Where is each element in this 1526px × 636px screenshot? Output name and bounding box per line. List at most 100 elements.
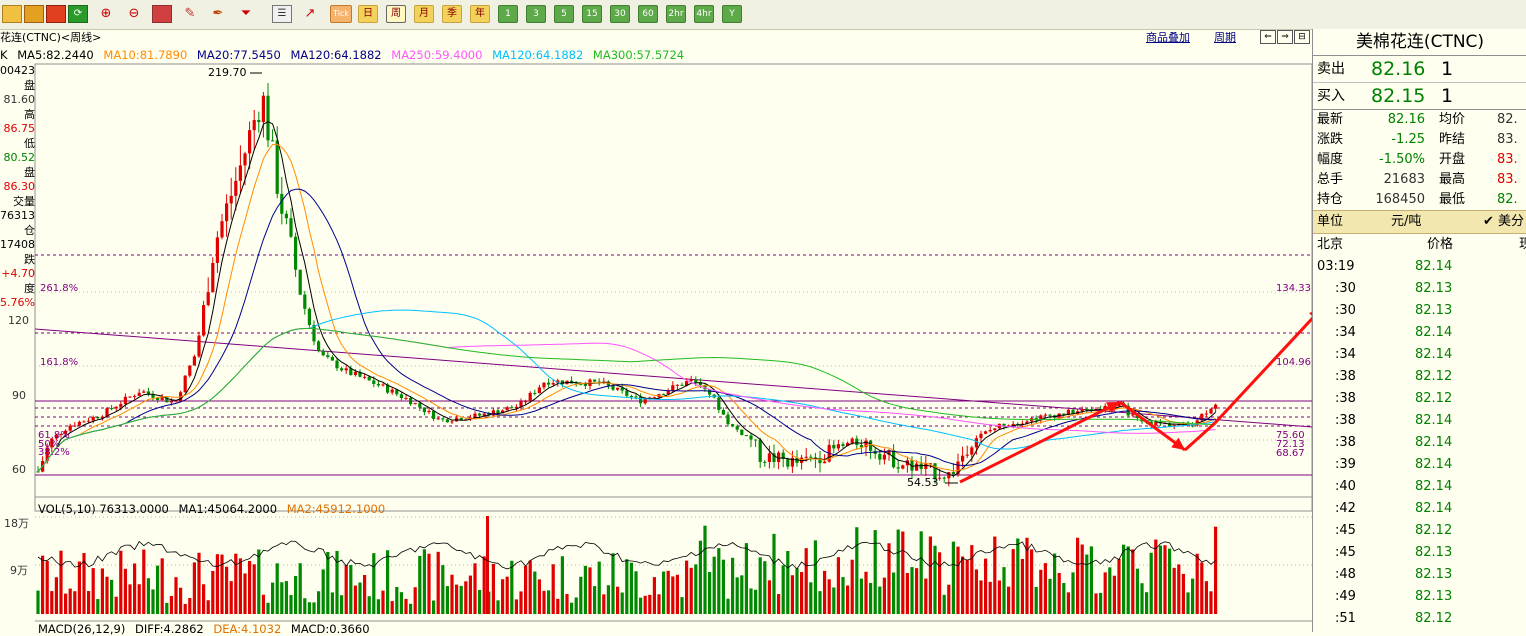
day-button[interactable]: 日 [358, 5, 378, 23]
candle-body [128, 396, 132, 398]
month-button[interactable]: 月 [414, 5, 434, 23]
refresh-icon[interactable]: ⟳ [68, 5, 88, 23]
line-chart-icon[interactable]: ↗ [304, 6, 316, 21]
pen-icon[interactable]: ✎ [184, 6, 196, 21]
week-button[interactable]: 周 [386, 5, 406, 23]
zoom-in-icon[interactable]: ⊕ [100, 6, 112, 21]
candle-body [142, 391, 146, 393]
candle-body [974, 438, 978, 448]
volume-bar [1094, 593, 1098, 614]
candle-body [386, 384, 390, 393]
candle-body [933, 463, 937, 479]
filter-icon[interactable]: ⏷ [240, 6, 252, 21]
volume-bar [1149, 552, 1153, 614]
candle-body [307, 308, 311, 326]
volume-bar [827, 579, 831, 614]
tick-list[interactable]: 03:19 82.14:30 82.13:30 82.13:34 82.14:34 82.… [1313, 256, 1526, 630]
period-3-button[interactable]: 3 [526, 5, 546, 23]
volume-bar [882, 577, 886, 614]
volume-bar [340, 595, 344, 614]
tick-price: 82.14 [1415, 325, 1453, 340]
quote-stats: 最新 82.16 均价 82. 涨跌 -1.25 昨结 83. 幅度 -1.50% 开盘 83. 总手 2… [1313, 110, 1526, 210]
volume-bar [818, 591, 822, 614]
volume-bar [671, 576, 675, 614]
arrow-head [1106, 402, 1120, 414]
layout-icon[interactable]: ⊟ [1294, 30, 1310, 44]
volume-bar [321, 569, 325, 614]
period-60-button[interactable]: 60 [638, 5, 658, 23]
period-15-button[interactable]: 15 [582, 5, 602, 23]
candle-body [459, 418, 463, 421]
quote-value: 82.16 [1387, 112, 1425, 127]
kline-chart[interactable] [0, 29, 1312, 632]
candle-body [1043, 414, 1047, 416]
ma250-label: MA250:59.4000 [391, 48, 483, 62]
period-5-button[interactable]: 5 [554, 5, 574, 23]
fib-618-label: 61.8% [38, 430, 70, 441]
tick-time: :45 [1335, 523, 1356, 538]
zoom-out-icon[interactable]: ⊖ [128, 6, 140, 21]
candle-body [947, 472, 951, 479]
volume-bar [427, 553, 431, 614]
tick-row: :38 82.12 [1313, 388, 1526, 410]
candle-body [1085, 409, 1089, 411]
volume-bar [137, 584, 141, 614]
volume-bar [1030, 549, 1034, 614]
tick-row: :30 82.13 [1313, 278, 1526, 300]
stack-icon[interactable] [24, 5, 44, 23]
season-button[interactable]: 季 [442, 5, 462, 23]
chart-area[interactable]: 120 90 60 18万 9万 219.70 54.53 261.8% 161… [0, 29, 1312, 636]
candle-body [551, 383, 555, 385]
volume-bar [169, 595, 173, 614]
table-icon[interactable]: ☰ [272, 5, 292, 23]
period-y-button[interactable]: Y [722, 5, 742, 23]
period-4hr-button[interactable]: 4hr [694, 5, 714, 23]
vol-label-18: 18万 [4, 517, 29, 530]
volume-bar [105, 576, 109, 614]
volume-bar [501, 579, 505, 614]
volume-bar [505, 576, 509, 614]
volume-bar [961, 556, 965, 614]
tick-button[interactable]: Tick [330, 5, 352, 23]
overlay-link[interactable]: 商品叠加 [1146, 31, 1190, 44]
volume-bar [901, 531, 905, 614]
volume-bar [114, 596, 118, 614]
menu-icon[interactable] [2, 5, 22, 23]
candle-body [353, 371, 357, 376]
film-icon[interactable] [46, 5, 66, 23]
candle-body [749, 435, 753, 440]
volume-bar [395, 587, 399, 614]
period-1-button[interactable]: 1 [498, 5, 518, 23]
paint-icon[interactable]: ✒ [212, 6, 224, 21]
toolbar: ⟳ ⊕ ⊖ ✎ ✒ ⏷ ☰ ↗ Tick 日 周 月 季 年 1 3 5 15 … [0, 0, 1526, 30]
cents-checkbox[interactable]: ✔ 美分 [1483, 214, 1525, 229]
candle-body [1066, 409, 1070, 415]
scroll-right-icon[interactable]: ⇒ [1277, 30, 1293, 44]
candle-body [275, 140, 279, 194]
period-2hr-button[interactable]: 2hr [666, 5, 686, 23]
volume-bar [1154, 539, 1158, 614]
scroll-left-icon[interactable]: ⇐ [1260, 30, 1276, 44]
volume-bar [938, 552, 942, 614]
tick-price: 82.13 [1415, 303, 1453, 318]
volume-bar [657, 594, 661, 614]
candle-body [772, 453, 776, 463]
vol-ma1-line [37, 540, 1216, 570]
volume-bar [864, 571, 868, 614]
volume-bar [965, 559, 969, 614]
candle-body [781, 452, 785, 460]
volume-bar [1099, 592, 1103, 614]
chart-title: 花连(CTNC)<周线> [0, 31, 102, 44]
candle-body [984, 431, 988, 434]
volume-bar [731, 557, 735, 614]
unit-value[interactable]: 元/吨 [1391, 214, 1422, 229]
period-30-button[interactable]: 30 [610, 5, 630, 23]
volume-bar [376, 599, 380, 614]
window-icon[interactable] [152, 5, 172, 23]
ma5-line [37, 121, 1216, 477]
candle-body [1191, 425, 1195, 427]
year-button[interactable]: 年 [470, 5, 490, 23]
info-strip-item: 86.30 [3, 180, 36, 193]
period-link[interactable]: 周期 [1214, 31, 1236, 44]
tick-time: :49 [1335, 589, 1356, 604]
